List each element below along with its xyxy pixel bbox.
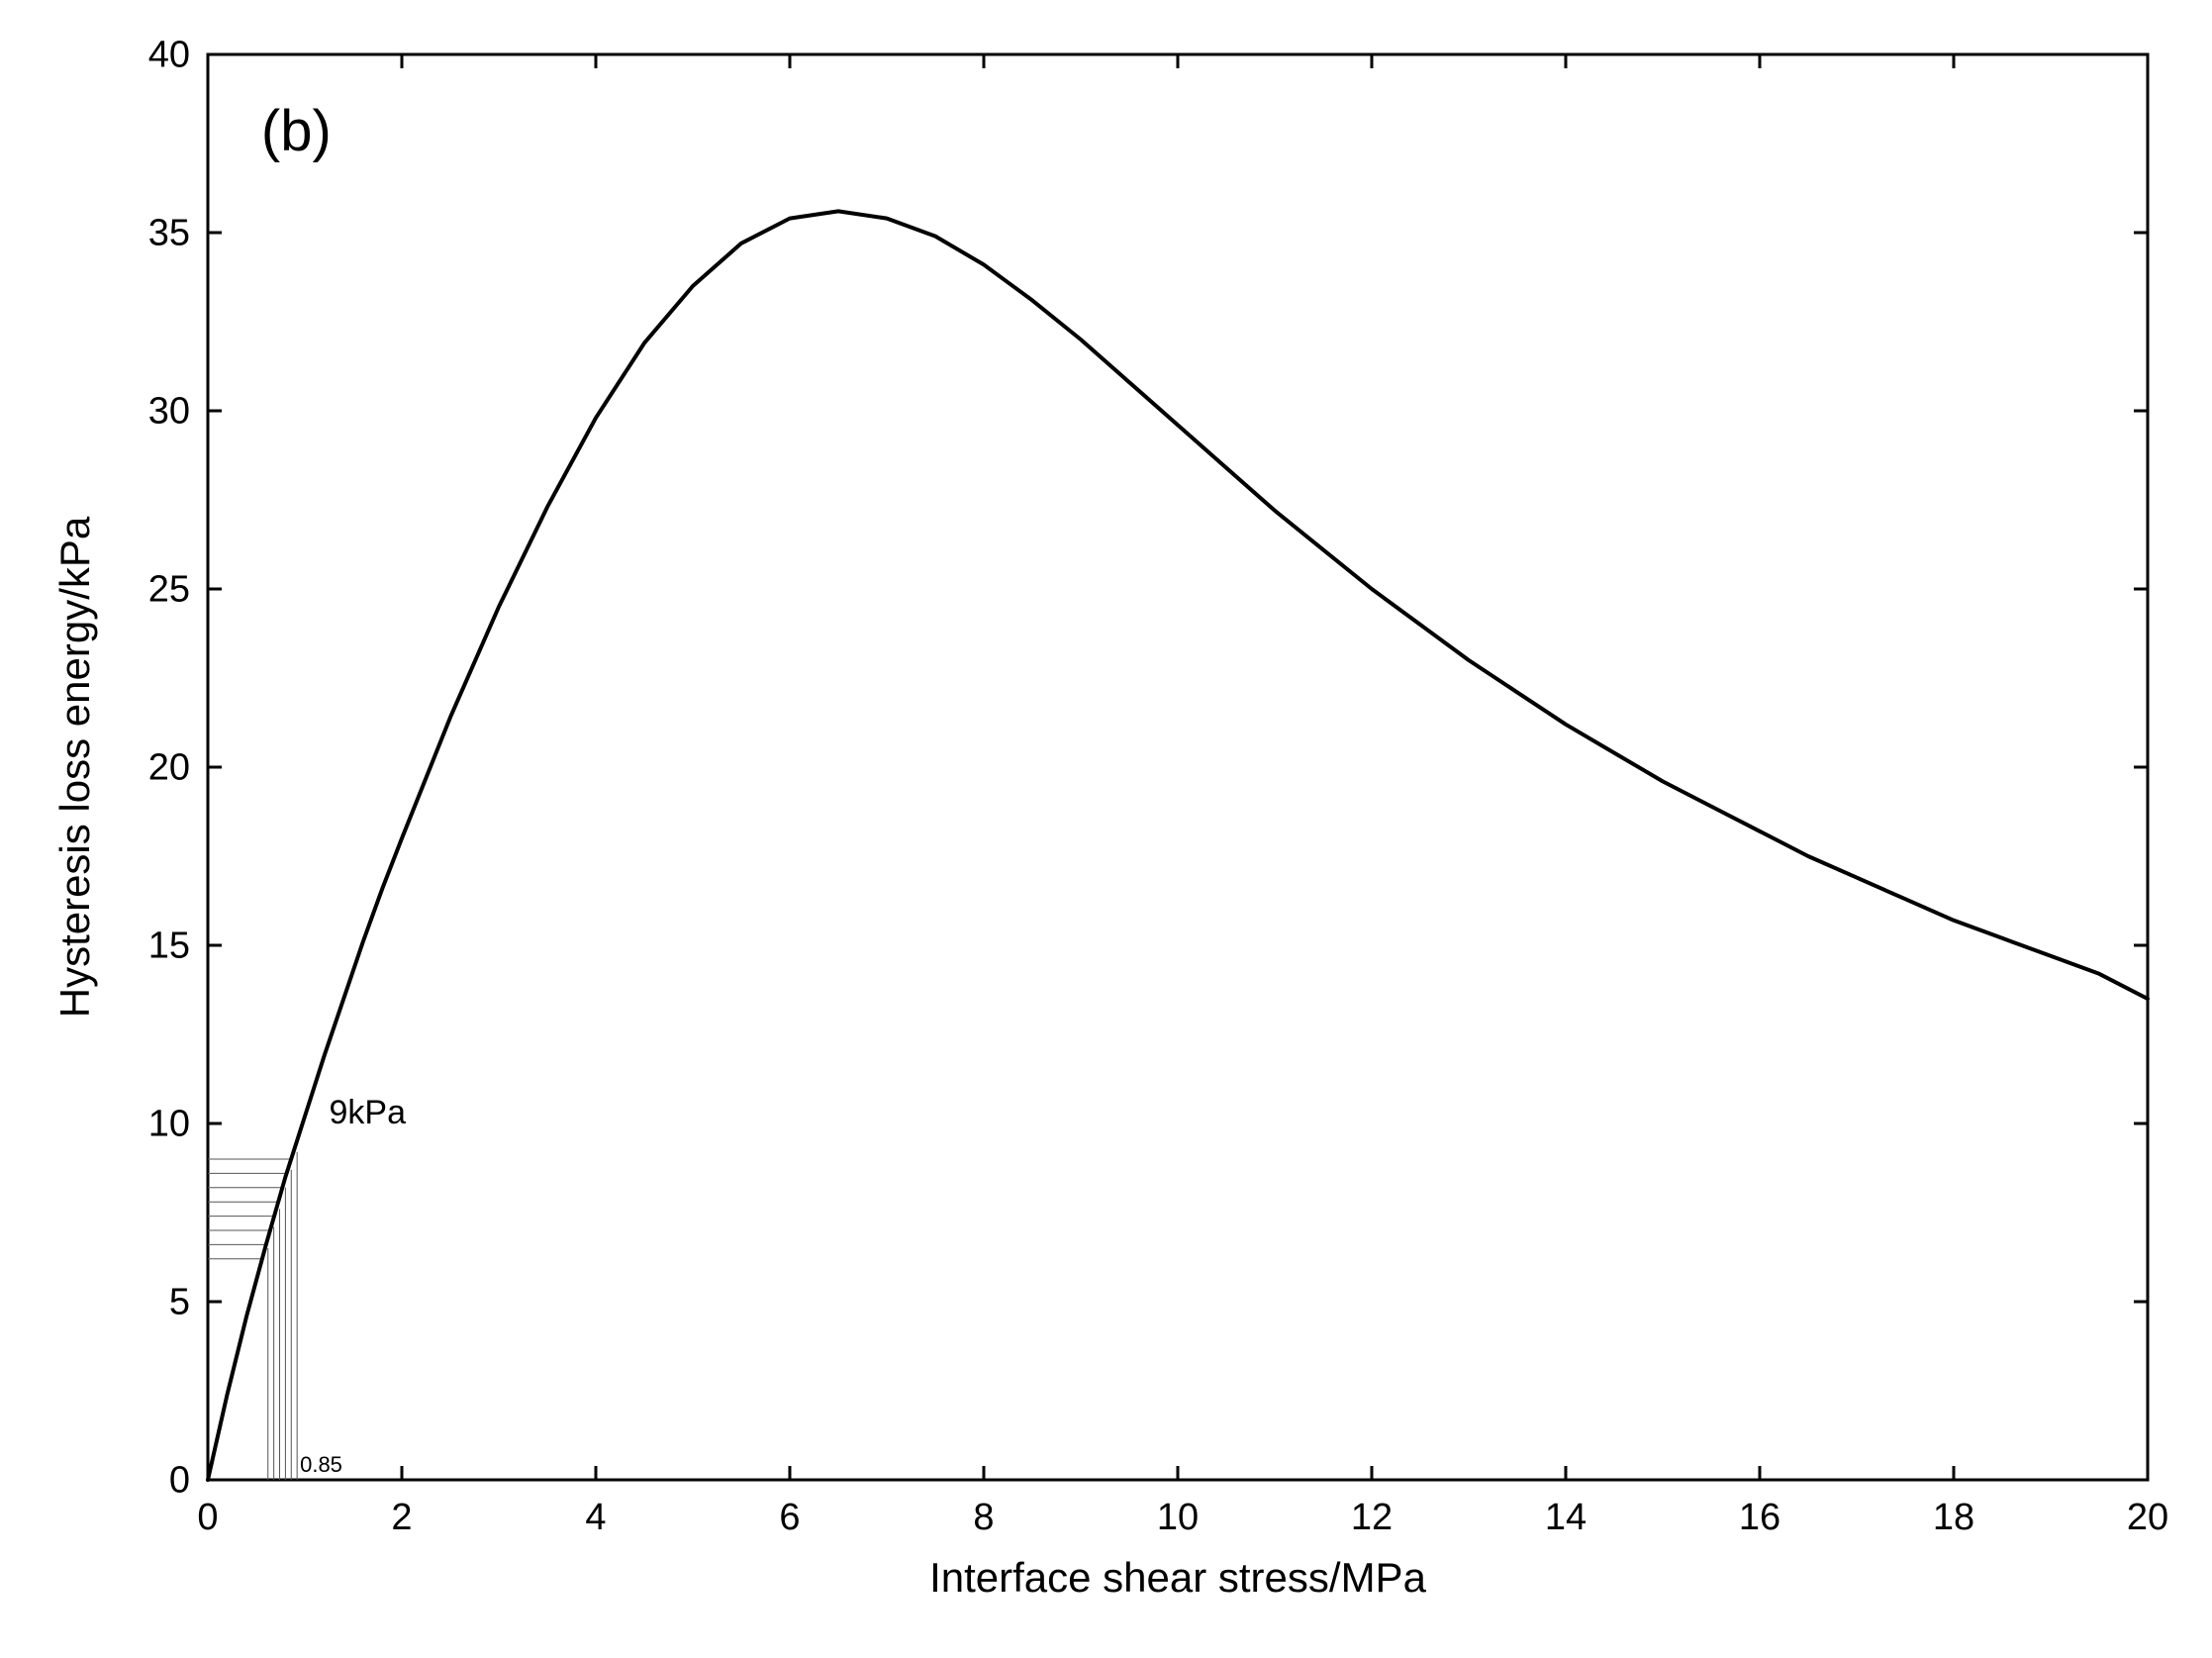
y-tick-label: 10 — [148, 1104, 190, 1145]
x-tick-label: 20 — [2127, 1497, 2168, 1538]
y-tick-label: 20 — [148, 747, 190, 789]
y-tick-label: 25 — [148, 569, 190, 611]
x-tick-label: 12 — [1351, 1497, 1393, 1538]
annotation-label: 9kPa — [330, 1094, 407, 1131]
x-tick-label: 6 — [779, 1497, 800, 1538]
x-tick-label: 0 — [197, 1497, 218, 1538]
x-tick-label: 10 — [1157, 1497, 1199, 1538]
y-tick-label: 0 — [169, 1460, 190, 1502]
panel-label: (b) — [261, 99, 332, 163]
x-axis-label: Interface shear stress/MPa — [929, 1554, 1427, 1601]
x-tick-label: 8 — [973, 1497, 994, 1538]
x-tick-label: 2 — [391, 1497, 412, 1538]
y-axis-label: Hysteresis loss energy/kPa — [51, 516, 98, 1018]
y-tick-label: 30 — [148, 391, 190, 433]
line-chart: 0 2 4 6 8 10 12 14 16 18 20 0 5 10 15 20 25 30 35 40 Interfa… — [0, 0, 2212, 1658]
x-tick-label: 4 — [585, 1497, 606, 1538]
plot-frame — [208, 54, 2148, 1480]
y-tick-label: 5 — [169, 1282, 190, 1323]
y-tick-label: 15 — [148, 926, 190, 967]
y-tick-label: 35 — [148, 213, 190, 254]
y-tick-label: 40 — [148, 35, 190, 76]
data-curve — [208, 211, 2148, 1480]
x-tick-label: 14 — [1545, 1497, 1587, 1538]
chart-container: 0 2 4 6 8 10 12 14 16 18 20 0 5 10 15 20 25 30 35 40 Interfa… — [0, 0, 2212, 1658]
x-tick-label: 18 — [1933, 1497, 1974, 1538]
x-tick-label: 16 — [1739, 1497, 1780, 1538]
annotation-xref-label: 0.85 — [300, 1452, 342, 1477]
